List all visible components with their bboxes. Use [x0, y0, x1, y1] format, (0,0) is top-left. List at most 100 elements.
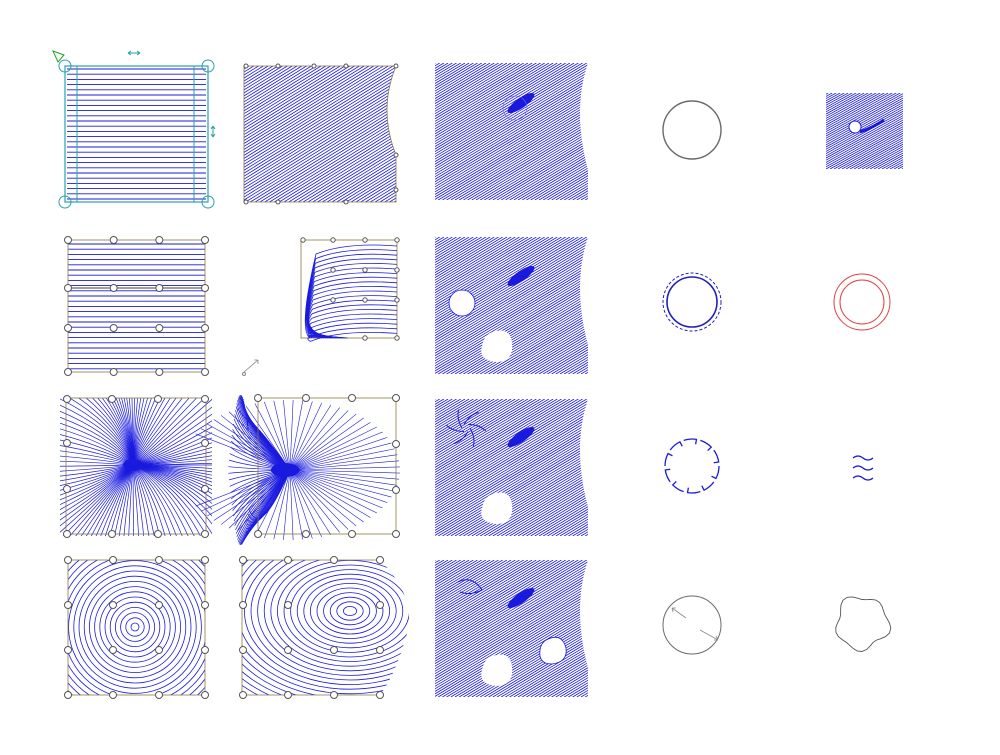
fill-line	[594, 63, 822, 200]
fill-line	[720, 399, 948, 536]
fill-line	[543, 66, 762, 202]
fill-line	[636, 560, 864, 697]
fill-line	[563, 560, 588, 697]
control-point	[376, 646, 384, 654]
fill-line	[435, 560, 499, 697]
fill-line	[435, 399, 588, 536]
fill-line	[435, 63, 499, 200]
fill-line	[711, 399, 939, 536]
radial-line	[105, 398, 134, 466]
fill-line	[435, 63, 587, 200]
fill-line	[244, 66, 346, 202]
burst-line	[289, 400, 304, 471]
fill-line	[435, 399, 588, 536]
fill-line	[435, 399, 558, 536]
fill-line	[492, 237, 588, 374]
control-point	[348, 530, 356, 538]
radial-line	[132, 464, 212, 535]
fill-line	[808, 63, 1000, 200]
fill-line	[841, 560, 1000, 697]
dense-stitch-block	[507, 265, 535, 287]
fill-line	[435, 399, 588, 536]
radial-line	[132, 398, 161, 466]
fill-line	[244, 66, 341, 202]
fill-line	[958, 93, 1000, 169]
fill-line	[572, 237, 588, 374]
fill-line	[488, 63, 588, 200]
ring	[130, 622, 140, 632]
outer-circle-red	[833, 273, 891, 331]
ring	[296, 573, 404, 649]
fill-line	[778, 399, 1000, 536]
radial-line	[60, 416, 134, 466]
fill-line	[816, 560, 1000, 697]
fill-line	[186, 63, 414, 200]
fill-line	[724, 399, 952, 536]
control-point	[239, 691, 247, 699]
fill-line	[244, 66, 396, 202]
fill-line	[435, 237, 482, 374]
fill-line	[858, 560, 1000, 697]
fill-line	[644, 399, 872, 536]
burst-center	[123, 459, 143, 471]
fill-line	[563, 63, 588, 200]
fill-line	[841, 237, 1000, 374]
fill-line	[619, 560, 847, 697]
control-point	[362, 267, 368, 273]
fill-line	[435, 237, 491, 374]
control-point	[63, 530, 71, 538]
fill-line	[623, 237, 851, 374]
fill-line	[244, 66, 396, 202]
fill-line	[833, 560, 1000, 697]
fill-line	[606, 237, 834, 374]
fill-line	[10, 66, 229, 202]
fill-line	[435, 560, 562, 697]
fill-line	[749, 237, 977, 374]
fill-line	[826, 93, 845, 104]
panel-r2-c1	[64, 236, 209, 376]
ring	[283, 564, 410, 658]
fill-line	[922, 93, 1000, 169]
fill-line	[435, 237, 588, 374]
ring	[270, 560, 410, 667]
fill-line	[244, 66, 396, 202]
fill-line	[682, 560, 910, 697]
fill-line	[435, 237, 588, 374]
fill-line	[619, 237, 847, 374]
ring	[329, 596, 371, 626]
burst-line	[289, 469, 340, 533]
fill-line	[787, 399, 1000, 536]
control-point	[155, 236, 164, 244]
fill-line	[435, 560, 503, 697]
fill-line	[505, 66, 724, 202]
control-point	[239, 556, 247, 564]
fill-line	[778, 237, 1000, 374]
radial-line	[75, 464, 134, 536]
fill-line	[488, 237, 588, 374]
fill-line	[244, 66, 298, 202]
control-point	[284, 556, 292, 564]
panel-r3-c3	[435, 399, 1000, 536]
radial-line	[60, 460, 134, 466]
fill-line	[442, 63, 588, 200]
fill-line	[808, 399, 1000, 536]
fill-line	[454, 63, 588, 200]
fill-line	[795, 560, 1000, 697]
burst-line	[289, 410, 349, 471]
fill-curve	[307, 313, 398, 339]
swirl-arm	[463, 411, 479, 425]
fill-line	[669, 560, 897, 697]
burst-line	[289, 469, 388, 503]
fill-line	[627, 237, 855, 374]
ring	[303, 578, 397, 644]
fill-line	[435, 237, 478, 374]
fill-line	[559, 237, 588, 374]
fill-line	[484, 63, 588, 200]
fill-line	[584, 237, 588, 374]
fill-line	[606, 399, 834, 536]
radial-line	[123, 464, 134, 536]
fill-line	[435, 237, 499, 374]
fill-line	[586, 66, 805, 202]
control-point	[201, 556, 209, 564]
